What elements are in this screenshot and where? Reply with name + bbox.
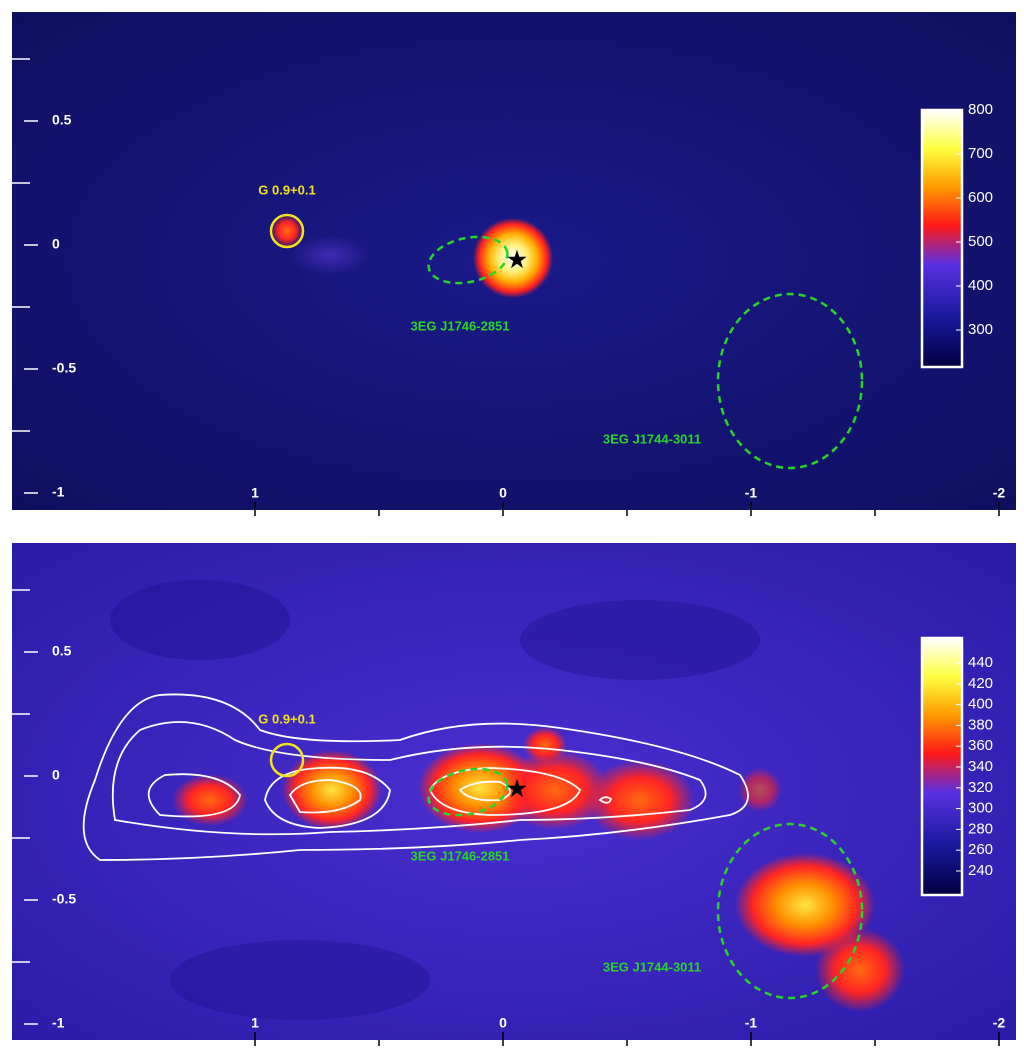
colorbar-tick-label: 320: [968, 779, 993, 796]
y-tick-label: -1: [52, 1015, 65, 1031]
colorbar-tick-label: 280: [968, 820, 993, 837]
y-tick-label: 0: [52, 236, 60, 252]
source-glow: [473, 218, 553, 298]
colorbar: 440 420 400 380 360 340 320 300 280 260 240: [920, 636, 993, 897]
glow: [170, 940, 430, 1020]
annotation: 3EG J1744-3011: [603, 431, 701, 446]
colorbar-tick-label: 340: [968, 758, 993, 775]
emission: [815, 928, 905, 1012]
error-ellipse: [716, 292, 864, 470]
colorbar-tick-label: 240: [968, 862, 993, 879]
y-tick-label: -0.5: [52, 360, 76, 376]
colorbar: 800 700 600 500 400 300: [920, 101, 993, 369]
colorbar-tick-label: 400: [968, 696, 993, 713]
glow: [110, 580, 290, 660]
emission: [523, 727, 567, 763]
x-tick-label: 1: [251, 485, 259, 501]
y-tick-label: -1: [52, 484, 65, 500]
colorbar-tick-label: 440: [968, 654, 993, 671]
x-tick-label: -1: [745, 1015, 758, 1031]
marker-circle: [269, 213, 305, 249]
annotation: 3EG J1746-2851: [410, 848, 509, 863]
emission: [172, 774, 248, 826]
panel-bottom: ★: [12, 543, 1016, 1040]
x-tick-label: -1: [745, 485, 758, 501]
x-tick-label: -2: [993, 1015, 1006, 1031]
colorbar-tick-label: 380: [968, 716, 993, 733]
y-tick-label: 0.5: [52, 112, 72, 128]
y-tick-label: 0.5: [52, 643, 72, 659]
colorbar-tick-label: 800: [968, 101, 993, 118]
y-tick-label: 0: [52, 767, 60, 783]
colorbar-tick-label: 260: [968, 841, 993, 858]
colorbar-tick-label: 700: [968, 145, 993, 162]
marker-circle: [269, 742, 305, 778]
annotation: G 0.9+0.1: [258, 182, 315, 197]
annotation: G 0.9+0.1: [258, 711, 315, 726]
x-tick-label: 0: [499, 1015, 507, 1031]
contours: [82, 693, 749, 861]
star: ★: [507, 247, 527, 272]
annotation: 3EG J1746-2851: [410, 318, 509, 333]
colorbar-tick-label: 420: [968, 675, 993, 692]
emission: [738, 768, 782, 812]
colorbar-tick-label: 600: [968, 189, 993, 206]
colorbar-tick-label: 360: [968, 737, 993, 754]
colorbar-tick-label: 400: [968, 277, 993, 294]
annotation: 3EG J1744-3011: [603, 959, 701, 974]
x-tick-label: 0: [499, 485, 507, 501]
glow: [520, 600, 760, 680]
star: ★: [507, 776, 527, 801]
source-glow: [271, 215, 303, 247]
x-tick-label: 1: [251, 1015, 259, 1031]
emission: [585, 760, 695, 840]
emission: [735, 853, 875, 957]
y-tick-label: -0.5: [52, 891, 76, 907]
glow: [290, 235, 370, 275]
error-ellipse: [716, 822, 864, 1000]
colorbar-tick-label: 300: [968, 321, 993, 338]
error-ellipse: [427, 767, 509, 817]
colorbar-scale: [920, 108, 964, 369]
colorbar-tick-label: 300: [968, 800, 993, 817]
colorbar-tick-label: 500: [968, 233, 993, 250]
error-ellipse: [427, 235, 509, 285]
panel-top: ★: [12, 12, 1016, 510]
x-tick-label: -2: [993, 485, 1006, 501]
colorbar-scale: [920, 636, 964, 897]
